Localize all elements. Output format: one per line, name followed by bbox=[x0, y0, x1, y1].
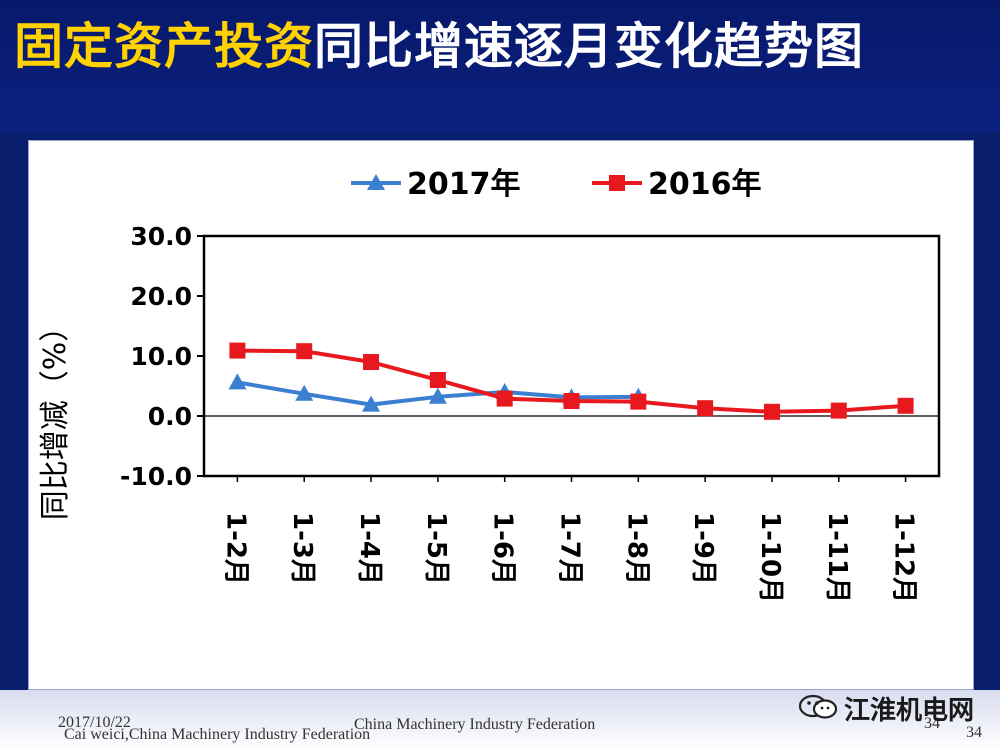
title-highlight: 固定资产投资 bbox=[14, 18, 315, 75]
y-tick-label: 0.0 bbox=[148, 402, 192, 431]
data-point bbox=[697, 400, 714, 417]
data-point bbox=[563, 393, 580, 409]
data-point bbox=[295, 384, 314, 401]
x-tick-label: 1-11月 bbox=[822, 512, 852, 603]
data-point bbox=[429, 372, 446, 388]
y-tick-label: 10.0 bbox=[130, 342, 192, 371]
legend-label-1: 2017年 bbox=[407, 167, 521, 202]
plot-frame bbox=[202, 234, 941, 478]
x-tick-label: 1-7月 bbox=[555, 512, 585, 585]
chart-panel: 30.0 20.0 10.0 0.0 -10.0 同比增减（%） 1-2月 1-3月 1-4月 1… bbox=[28, 140, 974, 690]
title-rest: 同比增速逐月变化趋势图 bbox=[314, 18, 865, 75]
x-tick-label: 1-6月 bbox=[488, 512, 518, 585]
data-point bbox=[897, 397, 914, 414]
x-tick-label: 1-12月 bbox=[889, 512, 919, 603]
footer-bar bbox=[0, 690, 1000, 750]
footer-date: 2017/10/22 bbox=[58, 714, 131, 731]
wechat-icon bbox=[798, 694, 838, 719]
legend-marker bbox=[367, 174, 385, 190]
footer-org: China Machinery Industry Federation bbox=[354, 716, 596, 733]
x-tick-label: 1-9月 bbox=[688, 512, 718, 585]
x-tick-label: 1-10月 bbox=[755, 512, 785, 603]
slide-title: 固定资产投资同比增速逐月变化趋势图 bbox=[14, 12, 864, 82]
x-tick-label: 1-4月 bbox=[354, 512, 384, 585]
data-point bbox=[229, 342, 246, 359]
y-axis-label: 同比增减（%） bbox=[38, 312, 73, 521]
x-tick-label: 1-8月 bbox=[621, 512, 651, 585]
title-band: 固定资产投资同比增速逐月变化趋势图 bbox=[0, 0, 1000, 132]
data-point bbox=[362, 395, 381, 412]
data-point bbox=[630, 393, 647, 410]
footer-page-number: 34 bbox=[924, 715, 940, 732]
footer-page-number-corner: 34 bbox=[966, 724, 982, 741]
data-point bbox=[428, 387, 447, 404]
x-tick-label: 1-2月 bbox=[220, 512, 250, 585]
legend-marker bbox=[609, 175, 625, 191]
x-tick-label: 1-5月 bbox=[421, 512, 451, 585]
y-tick-label: -10.0 bbox=[120, 462, 192, 491]
data-point bbox=[763, 403, 780, 420]
watermark-text: 江淮机电网 bbox=[844, 696, 975, 726]
data-point bbox=[830, 402, 847, 419]
legend-label-2: 2016年 bbox=[648, 167, 762, 202]
footer-author: Cai weici,China Machinery Industry Feder… bbox=[64, 726, 371, 743]
y-tick-label: 30.0 bbox=[130, 222, 192, 251]
y-tick-label: 20.0 bbox=[130, 282, 192, 311]
data-point bbox=[228, 373, 247, 390]
line-chart: 30.0 20.0 10.0 0.0 -10.0 同比增减（%） 1-2月 1-3月 1-4月 1… bbox=[38, 167, 941, 603]
data-point bbox=[496, 390, 513, 407]
data-point bbox=[363, 354, 380, 370]
data-point bbox=[296, 343, 313, 360]
x-tick-label: 1-3月 bbox=[287, 512, 317, 585]
